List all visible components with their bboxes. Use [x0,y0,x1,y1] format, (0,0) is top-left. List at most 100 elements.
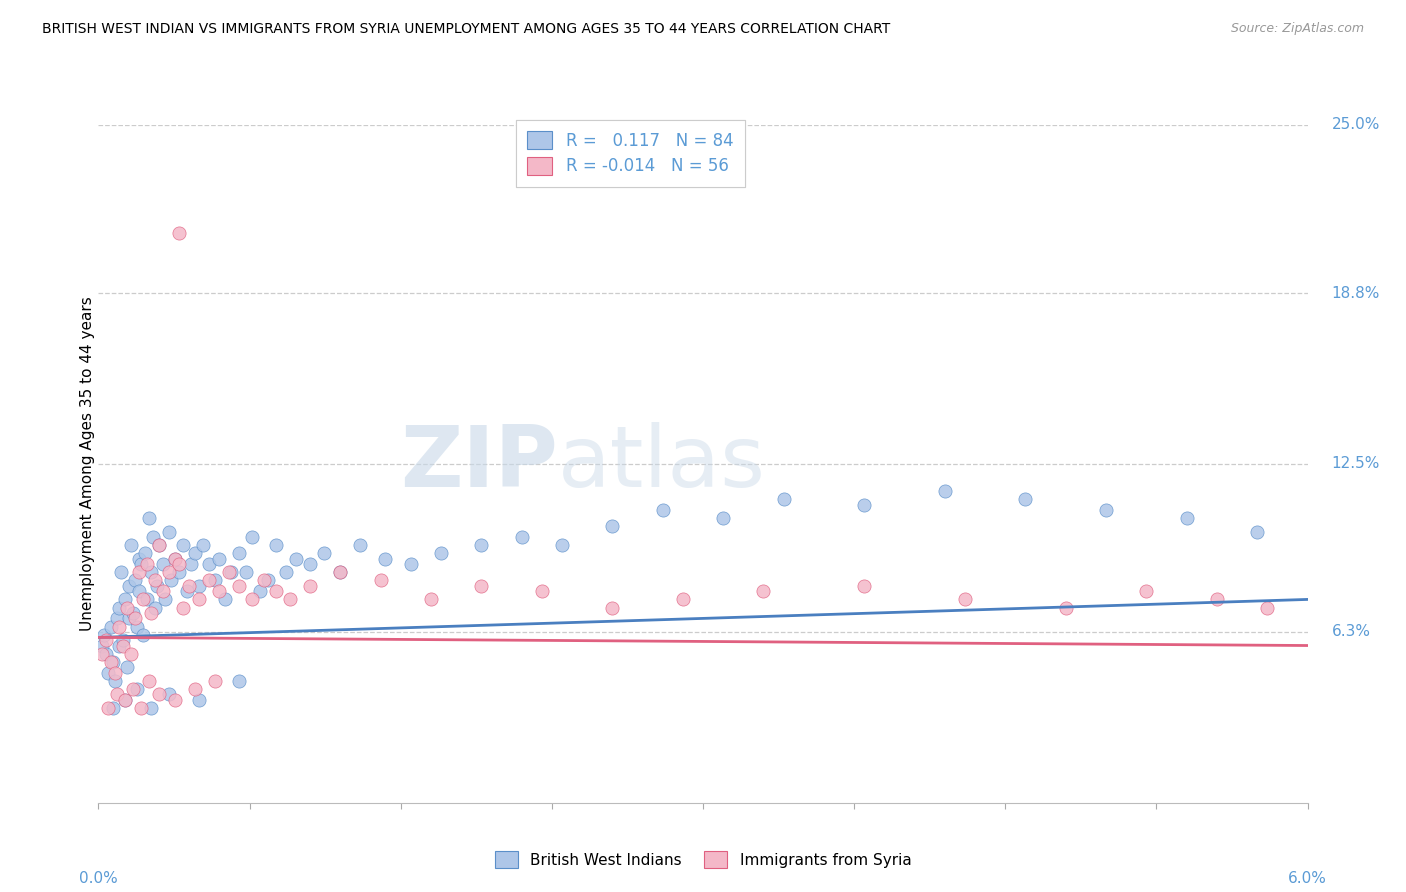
Point [105,611,128,625]
Point [1014,492,1036,507]
Point [143,600,166,615]
Point [157,566,180,580]
Point [143,574,166,588]
Point [672,592,695,607]
Point [314,546,336,560]
Point [97,701,120,715]
Text: 18.8%: 18.8% [1331,285,1381,301]
Point [129,557,152,571]
Point [853,498,876,512]
Point [470,538,492,552]
Point [1205,592,1229,607]
Point [198,557,221,571]
Point [214,592,236,607]
Point [253,574,276,588]
Point [124,574,146,588]
Point [370,574,392,588]
Point [160,574,183,588]
Point [184,681,207,696]
Point [1095,503,1118,517]
Point [1175,511,1198,525]
Point [142,530,165,544]
Point [118,579,141,593]
Point [934,483,956,498]
Point [115,600,138,615]
Point [853,579,876,593]
Point [114,692,136,706]
Point [163,551,186,566]
Point [91,639,114,653]
Point [299,579,322,593]
Point [1135,584,1157,599]
Point [208,551,231,566]
Point [107,600,129,615]
Text: BRITISH WEST INDIAN VS IMMIGRANTS FROM SYRIA UNEMPLOYMENT AMONG AGES 35 TO 44 YE: BRITISH WEST INDIAN VS IMMIGRANTS FROM S… [42,22,890,37]
Text: 6.3%: 6.3% [1331,624,1371,640]
Point [208,584,231,599]
Text: atlas: atlas [558,422,766,506]
Point [184,546,207,560]
Point [96,647,118,661]
Point [132,628,155,642]
Point [172,538,194,552]
Point [128,584,150,599]
Point [264,584,287,599]
Point [218,566,240,580]
Point [651,503,673,517]
Text: 6.0%: 6.0% [1288,871,1327,886]
Point [148,538,170,552]
Point [93,628,115,642]
Point [103,665,125,680]
Point [551,538,574,552]
Point [152,557,174,571]
Point [179,579,201,593]
Point [240,592,263,607]
Point [118,611,141,625]
Point [1054,600,1077,615]
Point [600,519,623,533]
Point [228,546,250,560]
Point [349,538,371,552]
Point [128,551,150,566]
Text: 12.5%: 12.5% [1331,457,1381,471]
Point [329,566,352,580]
Point [121,606,143,620]
Point [100,619,122,633]
Point [125,681,148,696]
Point [103,673,125,688]
Point [120,538,142,552]
Point [148,687,170,701]
Point [97,665,120,680]
Point [374,551,396,566]
Point [1256,600,1278,615]
Point [115,660,138,674]
Point [228,579,250,593]
Point [264,538,287,552]
Point [111,639,134,653]
Point [470,579,492,593]
Point [284,551,307,566]
Point [146,579,169,593]
Point [134,546,156,560]
Point [111,633,134,648]
Point [138,511,160,525]
Point [110,566,132,580]
Y-axis label: Unemployment Among Ages 35 to 44 years: Unemployment Among Ages 35 to 44 years [80,296,94,632]
Point [132,592,155,607]
Point [299,557,322,571]
Point [135,592,157,607]
Point [163,551,186,566]
Point [274,566,297,580]
Text: ZIP: ZIP [401,422,558,506]
Point [167,227,190,241]
Point [100,655,122,669]
Point [167,557,190,571]
Point [188,579,211,593]
Point [752,584,775,599]
Point [139,606,162,620]
Point [772,492,794,507]
Point [249,584,271,599]
Point [152,584,174,599]
Point [128,566,150,580]
Point [256,574,278,588]
